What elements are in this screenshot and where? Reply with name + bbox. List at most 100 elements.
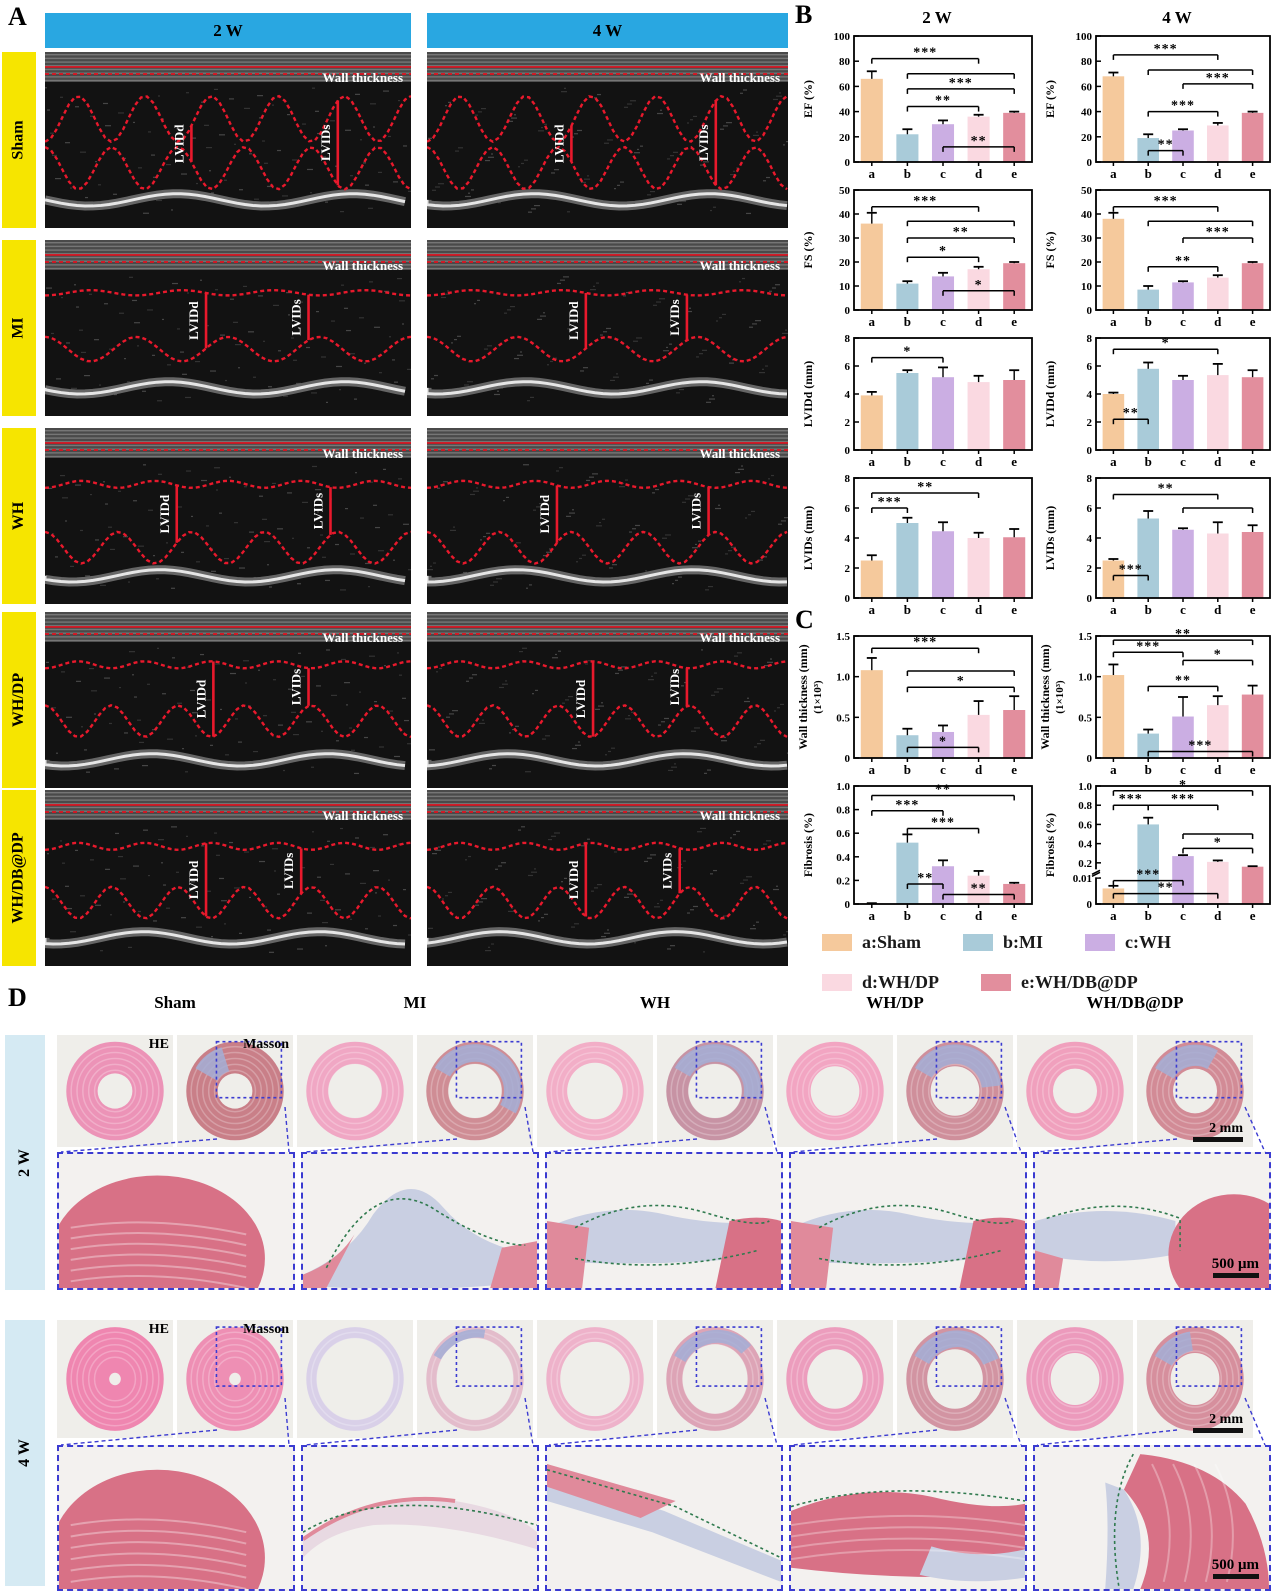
- significance-stars: ***: [1136, 868, 1160, 883]
- echo-wh-4w: LVIDd LVIDs Wall thickness: [427, 428, 788, 604]
- histo-he-w4-g1: [297, 1320, 413, 1438]
- echo-mi-4w: LVIDd LVIDs Wall thickness: [427, 240, 788, 416]
- bar-e: [1241, 865, 1264, 904]
- svg-text:0.01: 0.01: [1073, 873, 1092, 885]
- svg-text:d: d: [975, 454, 983, 469]
- heart-section-image: [306, 1041, 404, 1141]
- histo-masson-w2-g3: [897, 1035, 1013, 1147]
- svg-text:e: e: [1250, 314, 1256, 329]
- histo-masson-w4-g4: [1137, 1320, 1253, 1438]
- significance-stars: ***: [1154, 194, 1178, 209]
- histo-masson-w2-g0: Masson: [177, 1035, 293, 1147]
- svg-text:b: b: [1145, 762, 1152, 777]
- significance-stars: ***: [1171, 792, 1195, 807]
- svg-text:4: 4: [1087, 389, 1093, 401]
- svg-text:80: 80: [1081, 56, 1093, 68]
- bar-d: [967, 374, 990, 450]
- svg-text:a: a: [1110, 908, 1117, 923]
- svg-text:b: b: [904, 454, 911, 469]
- fib-2w-chart: 0 0.2 0.4 0.6 0.8 1.0 a b c d e Fibrosis (%) ** *** **…: [798, 778, 1040, 924]
- y-axis-label: FS (%): [1043, 232, 1057, 269]
- significance-stars: **: [935, 782, 951, 797]
- wall-thickness-label: Wall thickness: [699, 258, 780, 273]
- panel-a-header-4w: 4 W: [427, 13, 788, 48]
- zoom-histology-image: [49, 1175, 265, 1342]
- zoom-histology-image: [546, 1464, 782, 1582]
- d-header-wh: WH: [639, 993, 671, 1012]
- svg-text:d: d: [1214, 762, 1222, 777]
- svg-text:e: e: [1011, 602, 1017, 617]
- lvids-label: LVIDs: [289, 299, 304, 335]
- lvidd-4w-chart: 0 2 4 6 8 a b c d e LVIDd (mm) * **: [1040, 330, 1278, 470]
- scalebar-2mm-bar: [1193, 1137, 1243, 1142]
- heart-section-image: [786, 1327, 884, 1431]
- bar-c: [931, 521, 955, 598]
- svg-text:40: 40: [1081, 107, 1093, 119]
- svg-text:2: 2: [845, 563, 851, 575]
- row-label-mi: MI: [2, 240, 36, 416]
- svg-text:e: e: [1011, 454, 1017, 469]
- heart-section-image: [1026, 1327, 1124, 1431]
- significance-stars: ***: [931, 815, 955, 830]
- histo-zoom-w4-g1: [301, 1445, 539, 1591]
- histo-masson-w2-g2: [657, 1035, 773, 1147]
- significance-stars: *: [975, 278, 983, 293]
- svg-text:60: 60: [1081, 81, 1093, 93]
- bar-d: [1207, 695, 1229, 758]
- bar-a: [1102, 211, 1125, 310]
- lvids-label: LVIDs: [310, 493, 325, 529]
- d-strip-label: 2 W: [16, 1148, 33, 1177]
- svg-text:e: e: [1011, 762, 1017, 777]
- svg-text:a: a: [869, 602, 876, 617]
- heart-section-image: [666, 1326, 764, 1431]
- svg-text:e: e: [1250, 762, 1256, 777]
- bar-c: [931, 366, 955, 450]
- bar-a: [860, 70, 883, 162]
- svg-text:c: c: [940, 908, 946, 923]
- row-label-text: WH/DP: [10, 672, 27, 728]
- bar-c: [1172, 280, 1194, 310]
- significance-stars: ***: [878, 495, 902, 510]
- svg-text:e: e: [1011, 314, 1017, 329]
- scalebar-500um-bar: [1213, 1574, 1259, 1579]
- echo-wh-db-dp-4w: LVIDd LVIDs Wall thickness: [427, 790, 788, 966]
- svg-text:30: 30: [1081, 233, 1093, 245]
- svg-text:1.0: 1.0: [1078, 781, 1092, 793]
- legend-swatch: [963, 934, 994, 951]
- echo-image: LVIDd LVIDs Wall thickness: [45, 52, 411, 228]
- svg-text:6: 6: [845, 361, 851, 373]
- svg-text:d: d: [975, 314, 983, 329]
- lvidd-2w-svg: 0 2 4 6 8 a b c d e LVIDd (mm) *: [801, 333, 1033, 469]
- significance-stars: *: [1179, 778, 1187, 793]
- bar-b: [896, 516, 919, 598]
- legend-item-a: a:Sham: [822, 932, 921, 953]
- ef-4w-chart: 0 20 40 60 80 100 a b c d e EF (%) *** *** *** **: [1040, 28, 1278, 182]
- histo-masson-w4-g2: [657, 1320, 773, 1438]
- svg-text:20: 20: [1081, 132, 1093, 144]
- bar-b: [896, 833, 919, 904]
- svg-text:8: 8: [845, 333, 851, 345]
- stain-label-he: HE: [148, 1037, 169, 1052]
- svg-text:0: 0: [845, 445, 851, 457]
- svg-text:a: a: [1110, 166, 1117, 181]
- lvids-4w-chart: 0 2 4 6 8 a b c d e LVIDs (mm) ** ***: [1040, 470, 1278, 618]
- row-label-text: WH: [9, 501, 27, 531]
- significance-stars: **: [1175, 673, 1191, 688]
- svg-text:a: a: [869, 908, 876, 923]
- svg-text:d: d: [1214, 314, 1222, 329]
- zoom-histology-image: [1035, 1194, 1280, 1315]
- significance-stars: **: [1175, 628, 1191, 642]
- bar-b: [1137, 510, 1159, 598]
- svg-text:b: b: [1145, 908, 1152, 923]
- svg-text:b: b: [904, 314, 911, 329]
- svg-text:e: e: [1250, 454, 1256, 469]
- svg-text:30: 30: [839, 233, 851, 245]
- bar-d: [1207, 521, 1229, 598]
- bar-a: [860, 554, 883, 598]
- zoom-histology-image: [303, 1189, 537, 1290]
